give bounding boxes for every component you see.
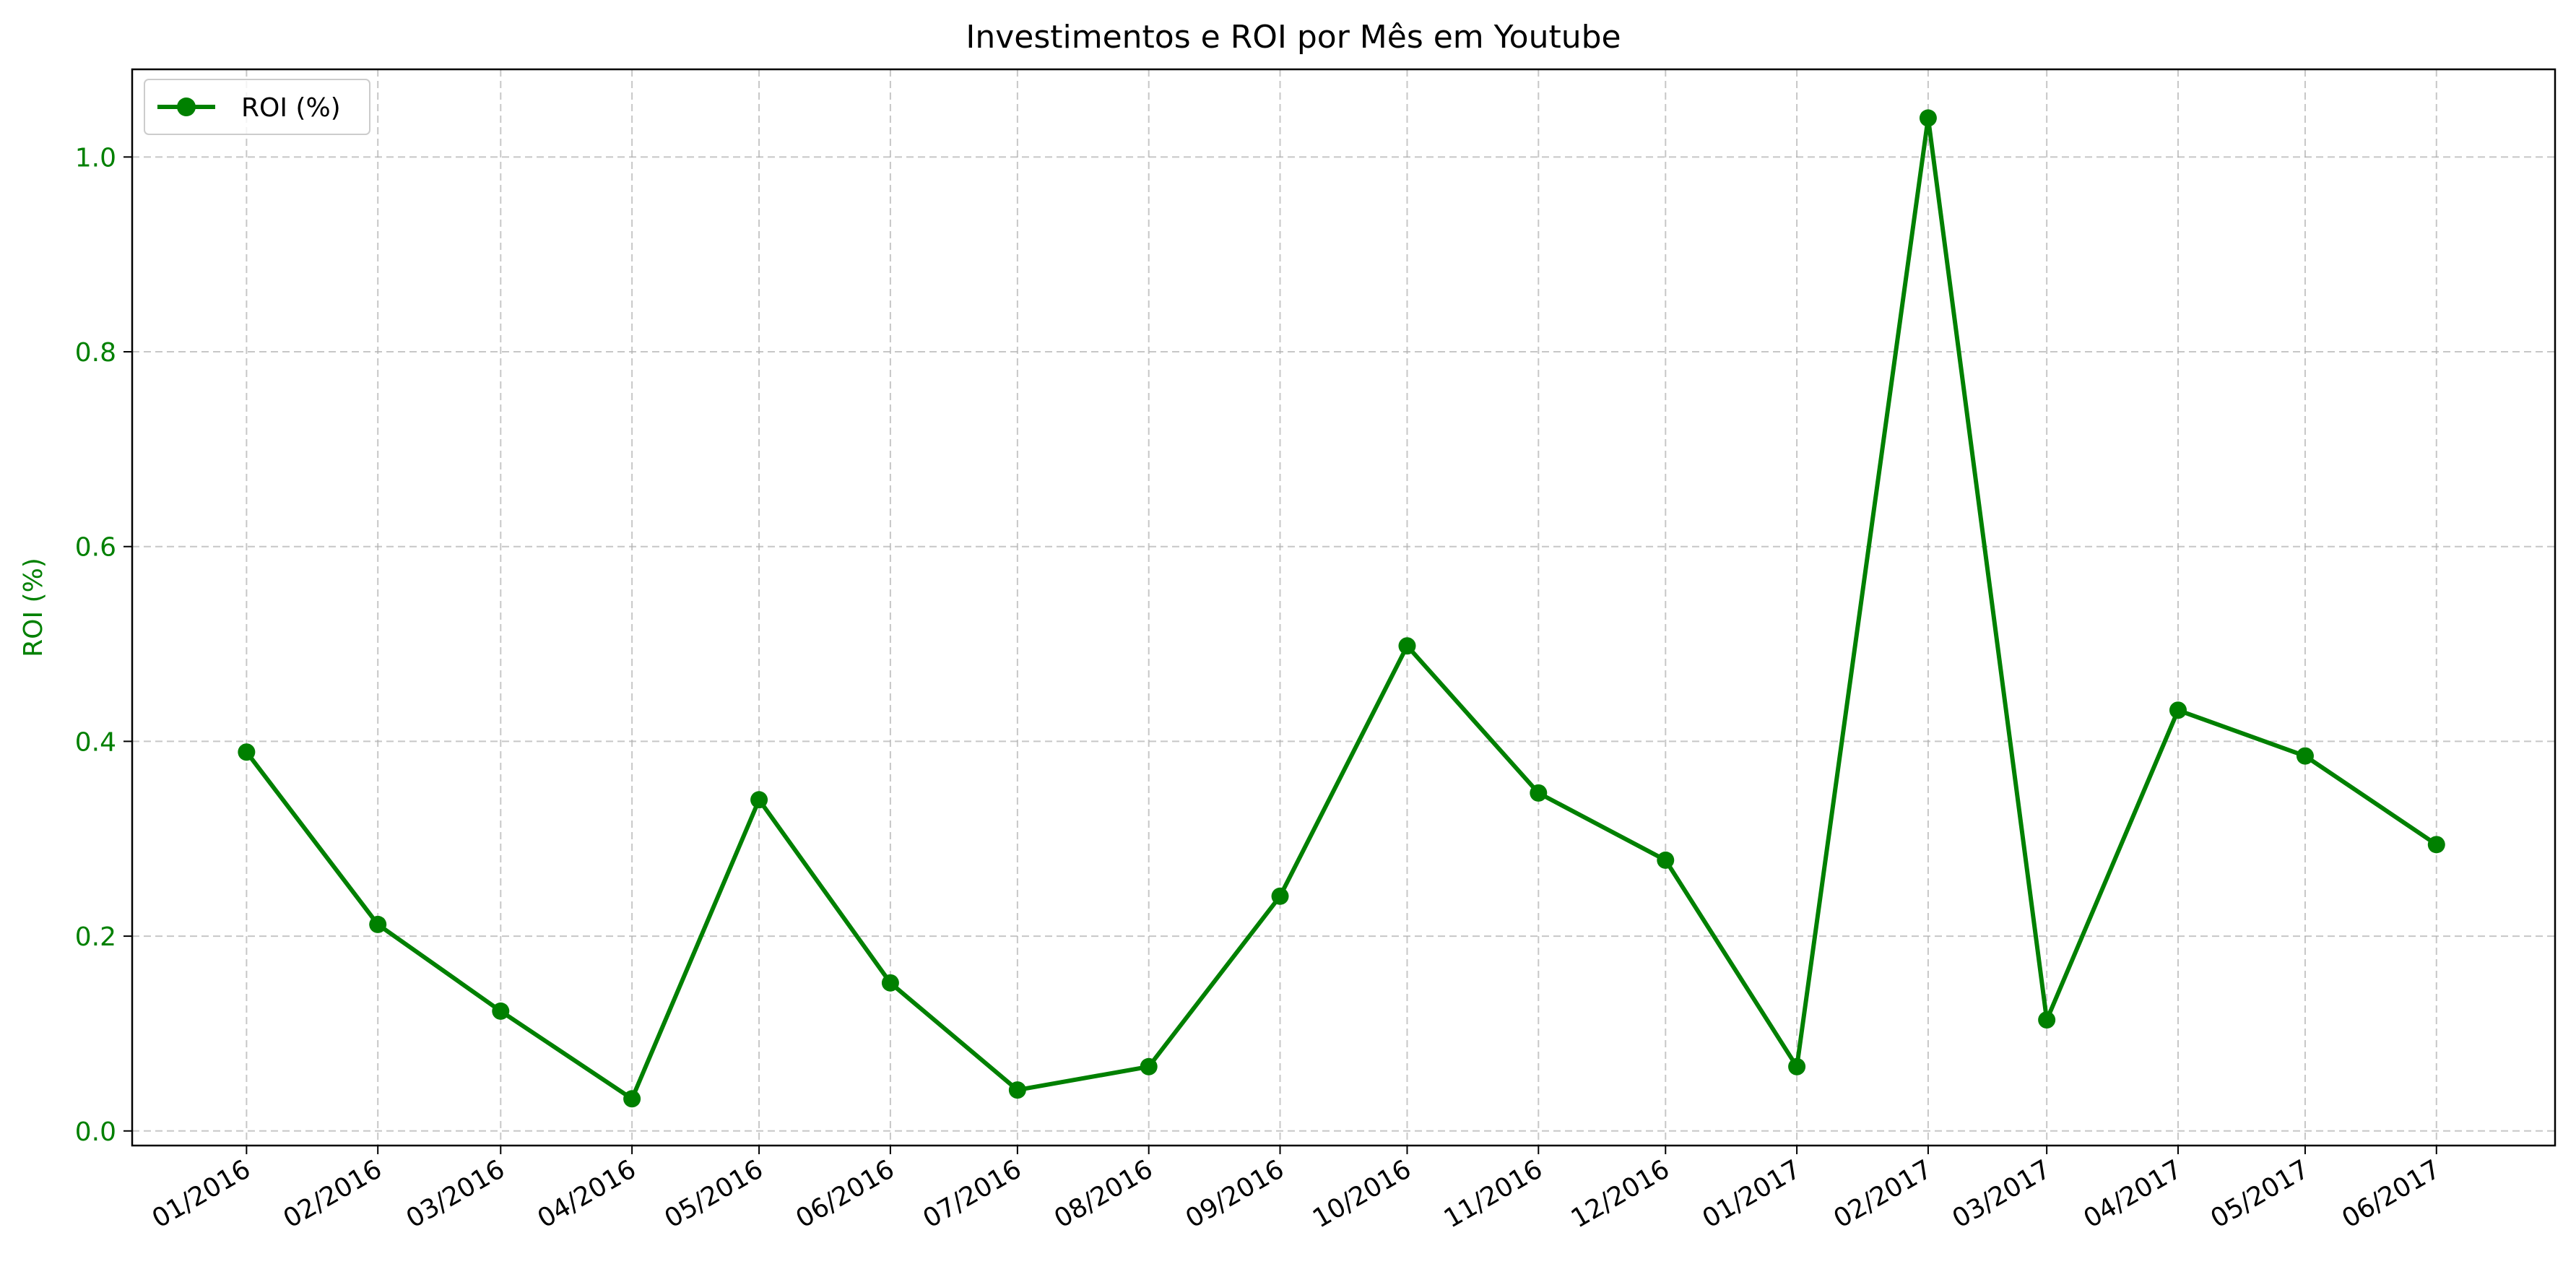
y-tick-label: 0.2: [75, 922, 116, 952]
roi-data-point: [2038, 1011, 2056, 1029]
roi-data-point: [1140, 1057, 1158, 1075]
roi-data-point: [881, 974, 899, 992]
roi-data-point: [1788, 1057, 1806, 1075]
roi-data-point: [1919, 109, 1937, 127]
roi-data-point: [2427, 836, 2445, 854]
chart-title: Investimentos e ROI por Mês em Youtube: [966, 19, 1621, 56]
legend: ROI (%): [144, 79, 370, 135]
y-tick-label: 0.4: [75, 727, 116, 757]
roi-data-point: [2169, 701, 2187, 719]
y-tick-label: 1.0: [75, 143, 116, 173]
roi-series-line: [244, 116, 2439, 1101]
y-axis-label: ROI (%): [19, 558, 48, 657]
roi-data-point: [623, 1090, 641, 1108]
plot-area-frame: [131, 68, 2557, 1147]
roi-data-point: [369, 915, 387, 933]
grid-lines: [132, 69, 2555, 1146]
series-layer: [238, 109, 2445, 1108]
roi-data-point: [1398, 637, 1416, 655]
y-tick-label: 0.6: [75, 533, 116, 563]
roi-data-point: [238, 743, 256, 761]
legend-marker-swatch: [177, 98, 196, 116]
roi-data-point: [1657, 851, 1675, 869]
y-axis: 0.0 0.2 0.4 0.6 0.8 1.0: [75, 143, 132, 1147]
roi-data-point: [1008, 1081, 1026, 1099]
roi-data-point: [1530, 784, 1548, 802]
y-tick-label: 0.0: [75, 1117, 116, 1147]
legend-entry-label: ROI (%): [241, 93, 341, 123]
roi-data-point: [750, 791, 768, 809]
roi-data-point: [2296, 747, 2314, 765]
y-tick-label: 0.8: [75, 338, 116, 368]
legend-box: [144, 79, 370, 135]
roi-data-point: [1271, 887, 1289, 905]
roi-data-point: [492, 1002, 510, 1020]
